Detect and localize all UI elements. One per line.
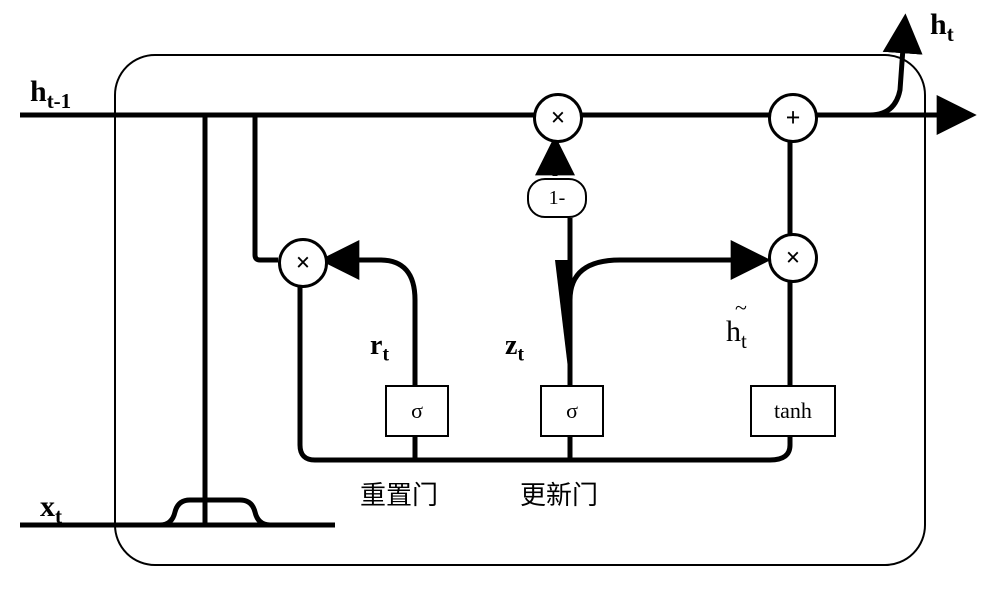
z-t-label: zt — [505, 330, 524, 367]
r-t-label: rt — [370, 330, 389, 367]
x-in-label: xt — [40, 490, 62, 529]
sigma-text: σ — [566, 398, 578, 424]
sigma-text: σ — [411, 398, 423, 424]
gru-diagram: × × × + 1- σ σ tanh ht-1 ht xt rt zt ~ h… — [0, 0, 1000, 600]
one-minus-op: 1- — [527, 178, 587, 218]
cand-mult-op: × — [768, 233, 818, 283]
top-mult-op: × — [533, 93, 583, 143]
plus-op: + — [768, 93, 818, 143]
update-gate-label: 更新门 — [520, 475, 598, 512]
sigma-z-box: σ — [540, 385, 604, 437]
reset-gate-label: 重置门 — [360, 475, 438, 512]
mult-symbol: × — [296, 248, 311, 278]
h-prev-label: ht-1 — [30, 75, 71, 114]
x-hop — [160, 500, 270, 525]
mult-symbol: × — [551, 103, 566, 133]
mult-symbol: × — [786, 243, 801, 273]
h-out-up — [870, 20, 905, 115]
h-out-label: ht — [930, 8, 954, 47]
tanh-text: tanh — [774, 398, 812, 424]
plus-symbol: + — [786, 103, 801, 133]
sigma-z-to-candmult — [570, 260, 764, 300]
one-minus-text: 1- — [549, 187, 566, 210]
reset-mult-op: × — [278, 238, 328, 288]
tanh-box: tanh — [750, 385, 836, 437]
diagram-svg — [0, 0, 1000, 600]
h-to-reset-mult — [255, 115, 278, 260]
sigma-r-box: σ — [385, 385, 449, 437]
h-tilde-label: ht — [726, 315, 747, 354]
